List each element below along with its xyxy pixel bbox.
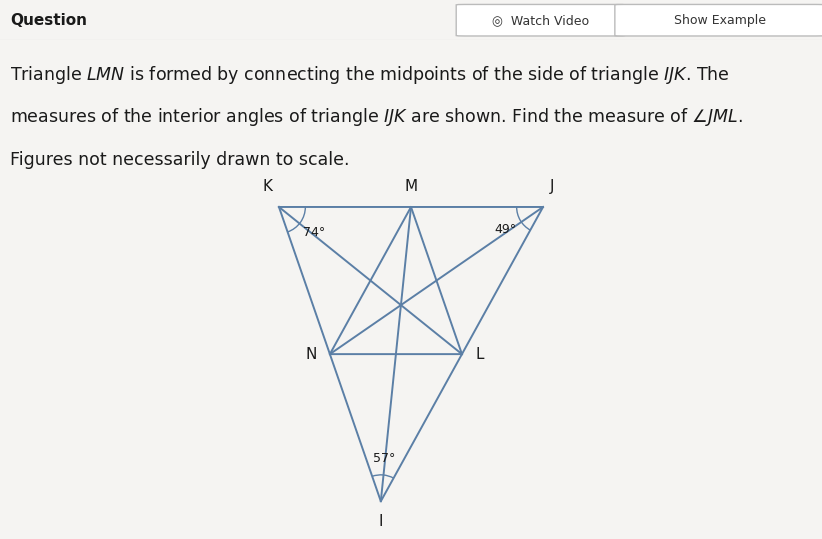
Text: ◎  Watch Video: ◎ Watch Video xyxy=(492,13,589,27)
Text: K: K xyxy=(262,179,272,194)
Text: Question: Question xyxy=(10,13,87,27)
Text: Show Example: Show Example xyxy=(674,13,765,27)
Text: N: N xyxy=(305,347,316,362)
Text: Triangle $LMN$ is formed by connecting the midpoints of the side of triangle $IJ: Triangle $LMN$ is formed by connecting t… xyxy=(10,64,729,86)
FancyBboxPatch shape xyxy=(456,4,625,36)
Text: 74°: 74° xyxy=(303,226,326,239)
Text: 57°: 57° xyxy=(373,452,395,465)
Text: measures of the interior angles of triangle $IJK$ are shown. Find the measure of: measures of the interior angles of trian… xyxy=(10,107,742,128)
Text: L: L xyxy=(475,347,483,362)
Text: M: M xyxy=(404,179,418,194)
Text: 49°: 49° xyxy=(495,223,517,236)
Text: Figures not necessarily drawn to scale.: Figures not necessarily drawn to scale. xyxy=(10,151,349,169)
Text: I: I xyxy=(379,514,383,529)
FancyBboxPatch shape xyxy=(615,4,822,36)
Text: J: J xyxy=(550,179,554,194)
